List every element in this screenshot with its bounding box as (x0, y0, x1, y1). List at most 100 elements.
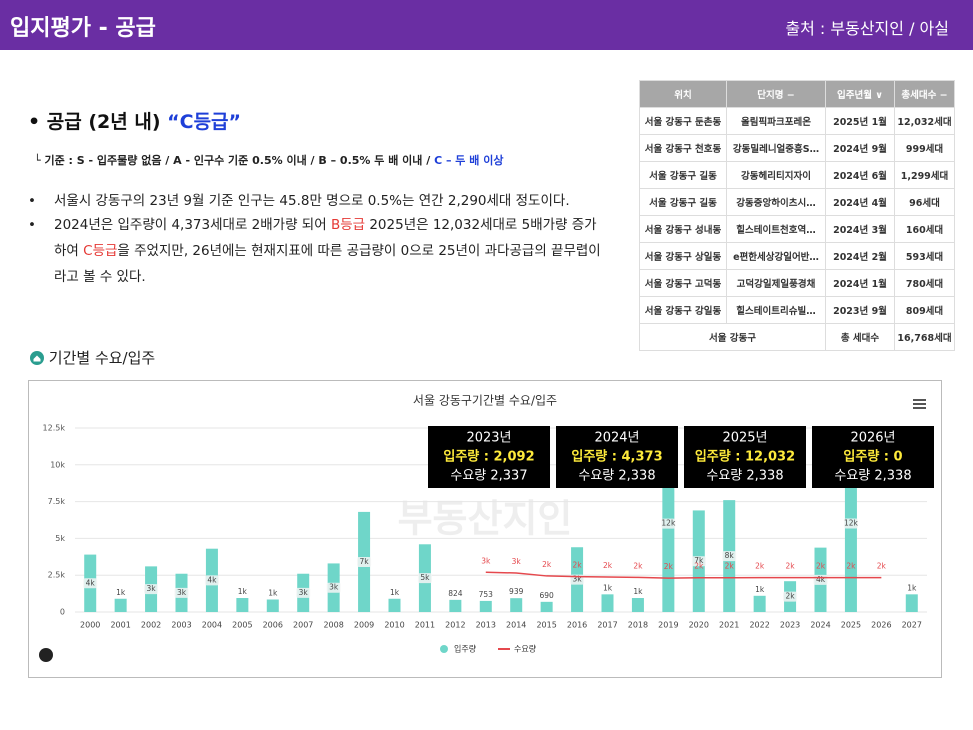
data-label-bg (204, 575, 219, 586)
data-label: 753 (479, 590, 494, 599)
tooltip-supply: 입주량 : 4,373 (571, 450, 662, 465)
x-tick-label: 2018 (628, 621, 648, 630)
bar (601, 594, 614, 612)
y-tick-label: 2.5k (48, 571, 66, 580)
x-tick-label: 2023 (780, 621, 800, 630)
y-tick-label: 12.5k (43, 424, 66, 433)
table-cell: 96세대 (894, 188, 955, 216)
data-label: 824 (448, 589, 463, 598)
bar (266, 599, 279, 612)
x-tick-label: 2006 (263, 621, 283, 630)
data-label: 2k (846, 562, 856, 571)
data-label: 1k (907, 583, 917, 592)
table-cell: 서울 강동구 상일동 (639, 242, 727, 270)
data-label: 2k (786, 592, 796, 601)
x-tick-label: 2002 (141, 621, 161, 630)
table-cell: 809세대 (894, 296, 955, 324)
criteria: └ 기준 : S - 입주물량 없음 / A - 인구수 기준 0.5% 이내 … (34, 152, 503, 168)
x-tick-label: 2015 (536, 621, 556, 630)
paragraph-text: 2024년은 입주량이 4,373세대로 2배가량 되어 B등급 2025년은 … (54, 212, 608, 290)
table-cell: 999세대 (894, 134, 955, 162)
bar (236, 598, 249, 612)
data-label: 4k (86, 578, 96, 587)
bar (114, 598, 127, 612)
chart: 서울 강동구기간별 수요/입주 부동산지인 0 2.5k 5k 7.5k 10k 12.5… (39, 394, 934, 662)
text-segment: 서울시 강동구의 23년 9월 기준 인구는 45.8만 명으로 0.5%는 연… (54, 193, 570, 209)
data-label-bg (722, 551, 737, 562)
table-cell: 힐스테이트리슈빌… (726, 296, 826, 324)
data-label: 2k (573, 561, 583, 570)
x-tick-label: 2013 (476, 621, 496, 630)
header-bar: 입지평가 - 공급 출처 : 부동산지인 / 아실 (0, 0, 973, 50)
tooltip-demand: 수요량 2,338 (578, 469, 655, 484)
menu-icon[interactable] (913, 399, 926, 409)
data-label: 1k (268, 588, 278, 597)
table-cell: 서울 강동구 천호동 (639, 134, 727, 162)
bar (388, 598, 401, 612)
table-cell: 2024년 9월 (825, 134, 895, 162)
line (485, 571, 882, 579)
x-tick-label: 2007 (293, 621, 313, 630)
x-tick-label: 2003 (171, 621, 191, 630)
data-label: 12k (661, 519, 676, 528)
tooltip-demand: 수요량 2,338 (834, 469, 911, 484)
header-row: 위치 단지명 − 입주년월 ∨ 총세대수 − (639, 80, 955, 108)
bar (540, 601, 553, 612)
data-label: 2k (786, 562, 796, 571)
data-label: 2k (633, 561, 643, 570)
text-segment: 2024년은 입주량이 4,373세대로 2배가량 되어 (54, 217, 331, 233)
tooltip-supply: 입주량 : 2,092 (443, 450, 534, 465)
footer-total: 16,768세대 (894, 323, 955, 351)
x-tick-label: 2026 (871, 621, 891, 630)
data-label: 2k (816, 562, 826, 571)
data-label: 3k (573, 575, 583, 584)
data-label: 690 (539, 591, 554, 600)
table-cell: 서울 강동구 길동 (639, 188, 727, 216)
table-cell: 593세대 (894, 242, 955, 270)
x-tick-label: 2016 (567, 621, 587, 630)
paragraph: • 2024년은 입주량이 4,373세대로 2배가량 되어 B등급 2025년은… (28, 212, 608, 290)
data-label: 2k (725, 562, 735, 571)
table-row: 서울 강동구 상일동 e편한세상강일어반… 2024년 2월 593세대 (639, 242, 955, 270)
header-cell: 위치 (639, 80, 727, 108)
table-cell: 서울 강동구 성내동 (639, 215, 727, 243)
data-label: 12k (844, 518, 859, 527)
logo (39, 648, 53, 662)
x-tick-label: 2014 (506, 621, 526, 630)
header-cell: 입주년월 ∨ (825, 80, 895, 108)
x-tick-label: 2009 (354, 621, 374, 630)
tooltip-box (428, 426, 550, 488)
home-icon (30, 351, 44, 365)
data-label-bg (661, 518, 676, 529)
header-source: 출처 : 부동산지인 / 아실 (785, 19, 949, 38)
data-label: 1k (755, 585, 765, 594)
tooltip-box (556, 426, 678, 488)
table-cell: 2024년 2월 (825, 242, 895, 270)
footer-location: 서울 강동구 (639, 323, 826, 351)
text-segment: C등급 (83, 243, 118, 259)
data-label: 1k (633, 587, 643, 596)
tooltip-demand: 수요량 2,337 (450, 469, 527, 484)
data-label-bg (783, 591, 798, 602)
bar (905, 594, 918, 612)
data-label: 7k (694, 556, 704, 565)
criteria-highlight: C – 두 배 이상 (434, 154, 504, 167)
bullet-dot: • (28, 193, 36, 209)
x-tick-label: 2019 (658, 621, 678, 630)
tooltip-title: 2024년 (594, 431, 639, 446)
x-tick-label: 2027 (902, 621, 922, 630)
table-cell: 올림픽파크포레온 (726, 107, 826, 135)
x-tick-label: 2000 (80, 621, 100, 630)
bar (449, 599, 462, 612)
x-tick-label: 2025 (841, 621, 861, 630)
data-label: 2k (542, 560, 552, 569)
y-tick-label: 10k (50, 460, 65, 469)
data-label-bg (174, 587, 189, 598)
table-cell: 2023년 9월 (825, 296, 895, 324)
table-cell: 160세대 (894, 215, 955, 243)
table-row: 서울 강동구 길동 강동중앙하이츠시… 2024년 4월 96세대 (639, 188, 955, 216)
text-segment: B등급 (330, 217, 366, 233)
table-cell: 강동중앙하이츠시… (726, 188, 826, 216)
bar (631, 598, 644, 612)
table-row: 서울 강동구 고덕동 고덕강일제일풍경채 2024년 1월 780세대 (639, 269, 955, 297)
